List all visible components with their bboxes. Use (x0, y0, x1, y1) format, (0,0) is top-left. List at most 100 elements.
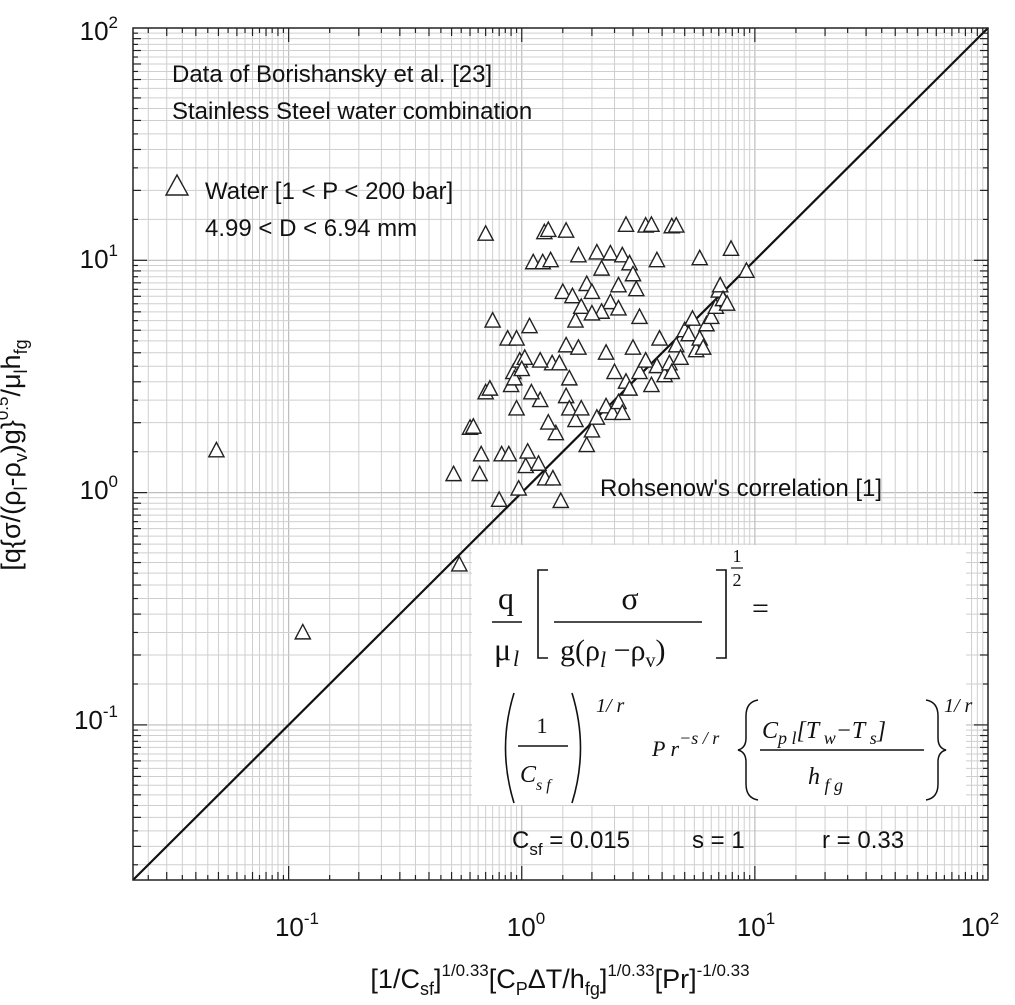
data-point-triangle (694, 338, 712, 355)
eq-q: q (498, 580, 514, 616)
csf-sub: sf (529, 840, 543, 859)
data-point-triangle (539, 413, 558, 430)
eq-exp-1r: 1/ r (596, 695, 625, 717)
xlabel-part-8: ] (600, 964, 608, 994)
data-point-triangle (507, 399, 526, 416)
data-point-triangle (577, 435, 596, 453)
y-tick-0-base: 10 (74, 705, 103, 735)
rohsenow-correlation-line (132, 27, 989, 881)
data-point-triangle (483, 311, 502, 328)
r-constant: r = 0.33 (822, 827, 904, 854)
x-tick-1-base: 10 (507, 912, 536, 942)
eq-minus-rho: −ρ (606, 634, 645, 667)
data-point-triangle (547, 423, 565, 441)
xlabel-part-9: 1/0.33 (607, 961, 654, 980)
xlabel-part-11: -1/0.33 (697, 961, 750, 980)
xlabel-part-10: [Pr] (655, 964, 697, 994)
y-axis-title: [q{σ/(ρl-ρv)g}0.5/μlhfg (0, 339, 31, 570)
equation-background (472, 545, 966, 805)
data-point-triangle (583, 282, 601, 300)
y-tick-0-exp: -1 (103, 702, 118, 721)
eq-paren-right (571, 692, 582, 804)
data-point-triangle (588, 243, 606, 260)
x-tick-1-exp: 0 (536, 909, 545, 928)
eq-tw-sub: w (819, 728, 836, 748)
legend-sublabel: 4.99 < D < 6.94 mm (205, 215, 417, 242)
data-point-triangle (557, 335, 575, 353)
y-tick-label-3: 102 (80, 13, 118, 46)
data-point-triangle (557, 386, 575, 404)
data-point-triangle (472, 444, 490, 462)
data-point-triangle (650, 329, 669, 346)
data-point-triangle (572, 297, 591, 315)
data-point-triangle (529, 454, 548, 471)
eq-pr-base: P r (651, 736, 680, 761)
data-point-triangle (569, 245, 588, 263)
data-point-triangle (444, 464, 463, 482)
y-tick-1-exp: 0 (109, 472, 118, 491)
data-point-triangle (554, 282, 572, 300)
data-point-triangle (470, 464, 489, 482)
data-point-triangle (500, 444, 518, 462)
ylabel-part-4: )g} (0, 420, 26, 453)
legend-triangle-marker (164, 173, 190, 196)
data-point-triangle (613, 403, 632, 421)
eq-rho-l-sub: l (600, 647, 606, 672)
data-point-triangle (627, 279, 646, 297)
eq-denominator: g(ρl −ρv) (560, 634, 665, 672)
eq-mu: μ (494, 631, 511, 667)
data-point-triangle (620, 379, 639, 396)
eq-exp-1r-b: 1/ r (944, 695, 973, 717)
data-point-triangle (583, 421, 601, 438)
x-tick-3-exp: 2 (990, 909, 999, 928)
s-constant: s = 1 (692, 827, 745, 854)
y-tick-1-base: 10 (80, 475, 109, 505)
data-point-triangle (572, 399, 591, 416)
data-point-triangle (722, 239, 740, 256)
eq-mu-sub: l (513, 646, 519, 671)
correlation-label: Rohsenow's correlation [1] (600, 475, 882, 502)
data-point-triangle (557, 221, 575, 238)
eq-csf-sub: s f (536, 777, 553, 794)
csf-value: = 0.015 (543, 827, 630, 854)
data-point-triangle (671, 348, 690, 366)
data-point-triangle (531, 351, 549, 368)
data-point-triangle (636, 351, 655, 368)
x-tick-label-2: 101 (737, 909, 775, 942)
x-tick-label-1: 100 (507, 909, 545, 942)
data-point-triangle (569, 338, 588, 355)
data-point-triangle (601, 243, 620, 261)
eq-left-bracket (537, 569, 548, 659)
data-point-triangle (690, 248, 709, 266)
grid (133, 28, 988, 880)
eq-equals: = (752, 592, 769, 625)
data-point-triangle (630, 307, 649, 325)
eq-close-paren: ) (655, 634, 665, 667)
eq-cpl-sub: p l (776, 728, 797, 748)
data-point-triangle (522, 382, 541, 400)
y-tick-3-base: 10 (80, 16, 109, 46)
csf-c: C (512, 827, 529, 854)
data-point-triangle (648, 356, 666, 374)
data-point-triangle (563, 286, 582, 304)
source-line-2: Stainless Steel water combination (172, 98, 532, 125)
x-tick-labels: 10-1 100 101 102 (275, 909, 999, 942)
ylabel-part-2: -ρ (0, 462, 26, 486)
ylabel-part-1: l (11, 487, 31, 491)
eq-pr-exp: −s / r (679, 728, 720, 748)
eq-hfg-sub: f g (820, 775, 843, 795)
eq-numerator-top: Cp l[T w−T s] (762, 718, 886, 748)
data-point-triangle (516, 456, 535, 474)
data-point-triangle (617, 215, 635, 233)
data-point-triangle (718, 294, 736, 311)
data-point-triangle (481, 379, 499, 396)
ylabel-part-5: 0.5 (0, 397, 12, 421)
xlabel-part-6: ΔT/h (528, 964, 585, 994)
data-point-triangle (642, 215, 661, 233)
data-point-triangle (601, 292, 620, 310)
x-tick-2-base: 10 (737, 912, 766, 942)
ylabel-part-3: v (11, 453, 31, 462)
xlabel-part-7: fg (585, 979, 600, 999)
data-point-triangle (476, 224, 495, 241)
data-point-triangle (592, 259, 611, 276)
